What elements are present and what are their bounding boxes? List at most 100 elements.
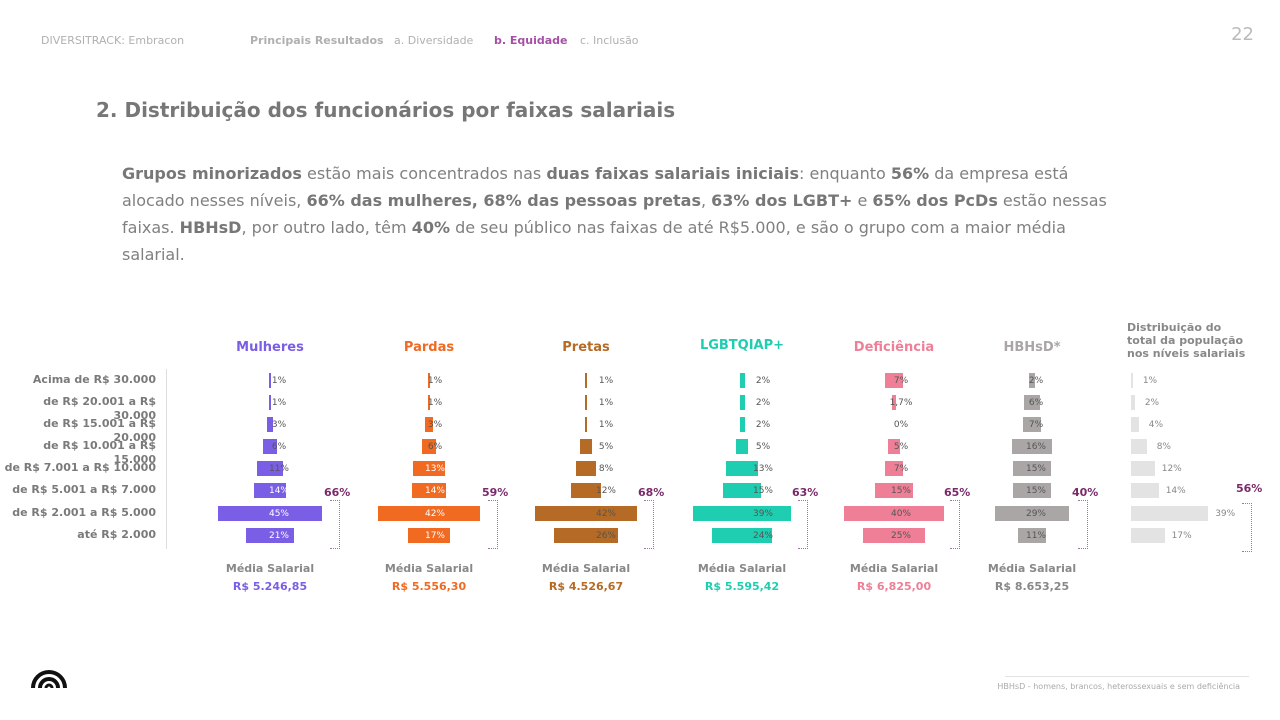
bar [1017, 528, 1047, 543]
bar-value-label: 16% [1025, 442, 1046, 452]
paragraph-segment: 65% dos PcDs [872, 191, 998, 210]
footnote: HBHsD - homens, brancos, heterossexuais … [997, 682, 1240, 691]
paragraph-segment: , por outro lado, têm [241, 218, 412, 237]
bar-value-label: 7% [893, 464, 909, 474]
category-label: de R$ 2.001 a R$ 5.000 [12, 506, 156, 519]
bar [1029, 373, 1035, 388]
category-label: de R$ 10.001 a R$ 15.000 [43, 439, 156, 466]
bar [263, 439, 277, 454]
nav-equidade[interactable]: b. Equidade [494, 34, 568, 47]
bar [266, 417, 274, 432]
bar [253, 483, 287, 498]
bar-value-label: 1% [598, 376, 614, 386]
category-label: de R$ 7.001 a R$ 10.000 [4, 461, 156, 474]
bar-value-label: 1% [1142, 376, 1158, 386]
bar-value-label: 1% [427, 376, 443, 386]
bar [428, 373, 430, 388]
bar-value-label: 24% [752, 531, 773, 541]
bar [1131, 373, 1133, 388]
paragraph-segment: duas faixas salariais iniciais [546, 164, 799, 183]
bar [735, 439, 749, 454]
bar [739, 373, 745, 388]
nav-principais-resultados[interactable]: Principais Resultados [250, 34, 384, 47]
bar [413, 461, 445, 476]
bar-value-label: 1% [598, 398, 614, 408]
bar [408, 528, 450, 543]
bar-value-label: 3% [427, 420, 443, 430]
media-salarial-label: Média Salarial [541, 562, 631, 575]
media-salarial-value: R$ 5.595,42 [704, 580, 780, 593]
bar-value-label: 39% [752, 509, 773, 519]
bar [579, 439, 593, 454]
bracket-label: 40% [1072, 486, 1099, 499]
bar-value-label: 4% [1148, 420, 1164, 430]
paragraph-segment: 56% [890, 164, 930, 183]
bar [1131, 395, 1135, 410]
bar-value-label: 14% [1165, 486, 1186, 496]
bar [1131, 483, 1159, 498]
bar-value-label: 8% [598, 464, 614, 474]
bar-value-label: 26% [595, 531, 616, 541]
bar-value-label: 21% [268, 531, 289, 541]
bracket [950, 500, 960, 549]
bar [1023, 417, 1041, 432]
bar-value-label: 6% [271, 442, 287, 452]
bar [585, 395, 587, 410]
bar [534, 506, 638, 521]
bar-value-label: 2% [755, 398, 771, 408]
bar-value-label: 1% [598, 420, 614, 430]
bar [421, 439, 437, 454]
paragraph-segment: : enquanto [799, 164, 891, 183]
bar [1011, 439, 1053, 454]
bar-value-label: 14% [268, 486, 289, 496]
bar-value-label: 1% [271, 398, 287, 408]
bar-value-label: 17% [1171, 531, 1192, 541]
series-header: Mulheres [236, 340, 304, 355]
bar-value-label: 25% [890, 531, 911, 541]
series-header: Distribuição do total da população nos n… [1127, 321, 1246, 360]
page-title: 2. Distribuição dos funcionários por fai… [96, 98, 676, 122]
bracket [488, 500, 498, 549]
bar [585, 417, 587, 432]
paragraph-segment: Grupos minorizados [122, 164, 302, 183]
bar-value-label: 1,7% [889, 398, 913, 408]
bar [571, 483, 601, 498]
bar-value-label: 2% [755, 376, 771, 386]
bar-value-label: 2% [755, 420, 771, 430]
paragraph-segment: da empresa está alocado nesses níveis, [122, 164, 1069, 210]
media-salarial-label: Média Salarial [987, 562, 1077, 575]
bar-value-label: 6% [427, 442, 443, 452]
nav-diversidade[interactable]: a. Diversidade [394, 34, 474, 47]
bar [995, 506, 1069, 521]
bracket [1242, 503, 1252, 552]
nav-inclusao[interactable]: c. Inclusão [580, 34, 639, 47]
bar-value-label: 8% [1156, 442, 1171, 452]
bar-value-label: 2% [1028, 376, 1044, 386]
bar-value-label: 5% [755, 442, 771, 452]
bar-value-label: 11% [268, 464, 289, 474]
bar [411, 483, 446, 498]
bar-value-label: 11% [1025, 531, 1046, 541]
paragraph-segment: , [700, 191, 712, 210]
logo-icon [30, 666, 68, 694]
bar-value-label: 17% [424, 531, 445, 541]
bar-value-label: 15% [1025, 464, 1046, 474]
bar-value-label: 15% [752, 486, 773, 496]
bar [891, 395, 897, 410]
bar-value-label: 1% [427, 398, 443, 408]
media-salarial-value: R$ 8.653,25 [994, 580, 1070, 593]
bar [1024, 395, 1040, 410]
bracket-label: 63% [792, 486, 819, 499]
bar-value-label: 12% [595, 486, 616, 496]
paragraph-segment: 63% dos LGBT+ [711, 191, 853, 210]
category-label: de R$ 20.001 a R$ 30.000 [43, 395, 156, 422]
bar [554, 528, 618, 543]
bar [875, 483, 913, 498]
bar [585, 373, 587, 388]
bar [1131, 528, 1165, 543]
bracket [644, 500, 654, 549]
bar-value-label: 29% [1025, 509, 1046, 519]
category-label: de R$ 5.001 a R$ 7.000 [12, 483, 156, 496]
series-header: Deficiência [853, 340, 935, 355]
summary-paragraph: Grupos minorizados estão mais concentrad… [122, 160, 1112, 268]
